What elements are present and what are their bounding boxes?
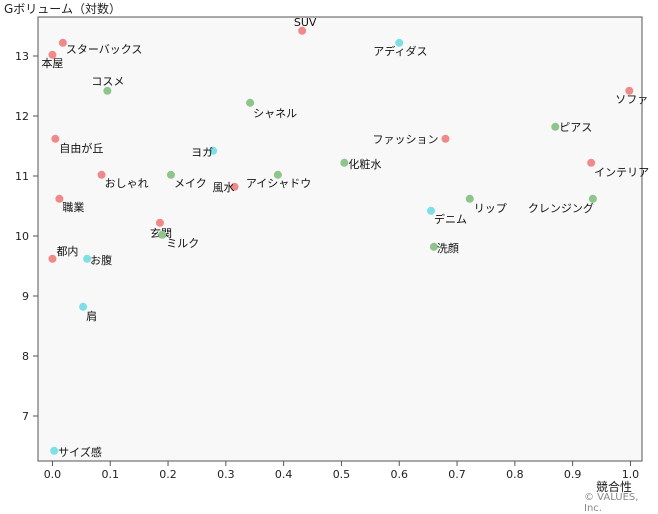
data-point-label: 自由が丘	[59, 141, 103, 155]
y-tick-label: 12	[15, 110, 29, 123]
data-point	[83, 254, 92, 263]
x-tick-label: 0.0	[44, 468, 62, 481]
data-point-label: リップ	[474, 202, 507, 215]
data-point-label: おしゃれ	[105, 177, 149, 190]
x-tick-label: 0.9	[564, 468, 582, 481]
data-point	[587, 158, 596, 167]
data-point	[103, 86, 112, 95]
data-point-label: 肩	[86, 309, 97, 323]
data-point	[155, 218, 164, 227]
data-point	[298, 26, 307, 35]
data-point	[79, 302, 88, 311]
data-point	[48, 50, 57, 59]
data-point	[246, 98, 255, 107]
data-point-label: SUV	[294, 16, 317, 29]
data-point-label: コスメ	[91, 75, 124, 88]
data-point	[58, 38, 67, 47]
y-axis-label: Gボリューム（対数）	[4, 2, 121, 16]
copyright-credit: © VALUES, Inc.	[584, 492, 639, 514]
data-point-label: 風水	[213, 181, 235, 194]
x-tick-label: 0.5	[333, 468, 351, 481]
y-tick-label: 13	[15, 50, 29, 63]
y-tick-label: 10	[15, 230, 29, 243]
data-point-label: ピアス	[559, 121, 592, 134]
data-point-label: ヨガ	[191, 146, 213, 159]
data-point	[209, 146, 218, 155]
data-point	[551, 122, 560, 131]
data-point	[48, 254, 57, 263]
data-point	[441, 134, 450, 143]
data-point-label: お腹	[90, 253, 112, 267]
data-point-label: サイズ感	[58, 445, 102, 459]
data-point-label: デニム	[434, 212, 467, 226]
data-point-label: 職業	[62, 201, 84, 214]
data-point-label: アイシャドウ	[246, 177, 311, 190]
data-point-label: 化粧水	[348, 157, 381, 171]
data-point-label: スターバックス	[66, 43, 143, 56]
data-point-label: 本屋	[41, 56, 63, 70]
data-point-label: ミルク	[166, 237, 199, 250]
data-point	[429, 242, 438, 251]
data-point-label: 都内	[56, 244, 78, 258]
data-point-label: メイク	[174, 177, 207, 190]
data-point	[55, 194, 64, 203]
data-point	[51, 134, 60, 143]
data-point	[273, 170, 282, 179]
x-tick-label: 0.2	[159, 468, 177, 481]
data-point	[340, 158, 349, 167]
x-tick-label: 0.6	[390, 468, 408, 481]
x-tick-label: 0.4	[275, 468, 293, 481]
y-tick-label: 7	[22, 410, 29, 423]
data-point-label: インテリア	[594, 166, 649, 179]
data-point-label: アディダス	[373, 44, 427, 58]
data-point	[395, 38, 404, 47]
x-tick-label: 0.3	[217, 468, 235, 481]
x-axis-label: 競合性	[596, 480, 633, 494]
data-point	[465, 194, 474, 203]
data-point	[97, 170, 106, 179]
data-point-label: ソファ	[615, 93, 648, 106]
y-tick-label: 8	[22, 350, 29, 363]
y-tick-label: 11	[15, 170, 29, 183]
x-tick-label: 1.0	[622, 468, 640, 481]
data-point	[625, 86, 634, 95]
data-point	[166, 170, 175, 179]
data-point-label: シャネル	[253, 107, 297, 120]
x-tick-label: 0.1	[101, 468, 119, 481]
x-tick-label: 0.8	[506, 468, 524, 481]
data-point	[588, 194, 597, 203]
data-point	[427, 206, 436, 215]
data-point	[50, 446, 59, 455]
data-point-label: クレンジング	[528, 201, 594, 215]
x-tick-label: 0.7	[448, 468, 466, 481]
data-point	[158, 230, 167, 239]
plot-area	[37, 16, 643, 462]
data-point	[230, 182, 239, 191]
data-point-label: ファッション	[372, 133, 438, 146]
data-point-label: 洗顔	[437, 241, 459, 255]
y-tick-label: 9	[22, 290, 29, 303]
